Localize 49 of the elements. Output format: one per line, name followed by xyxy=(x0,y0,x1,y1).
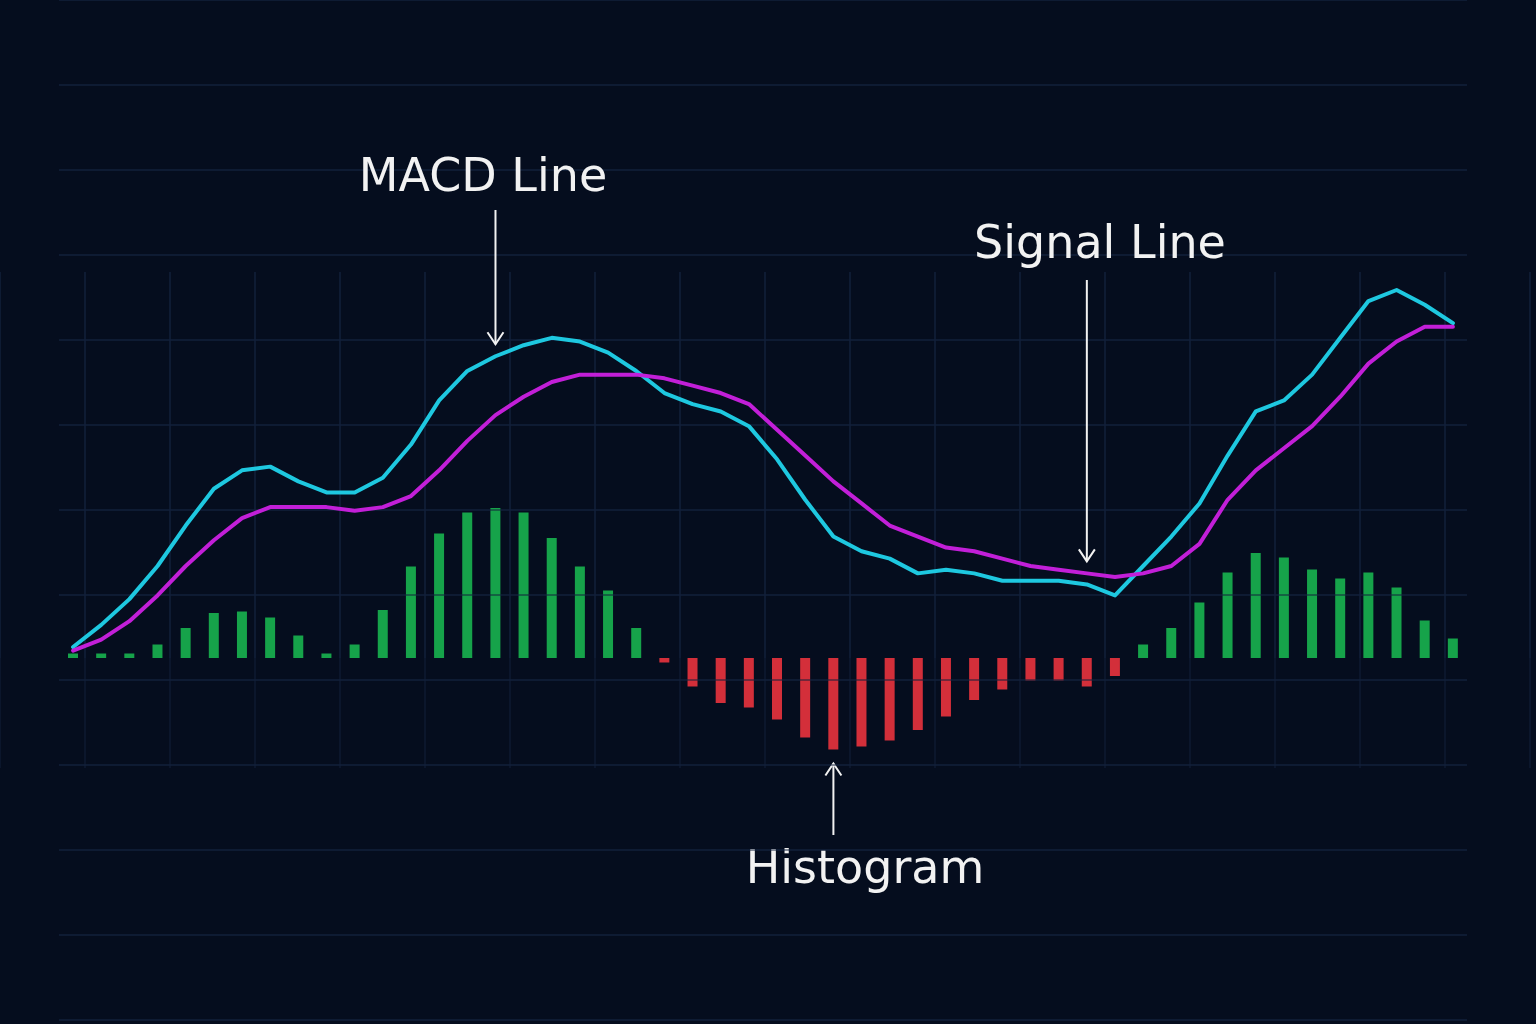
bar xyxy=(1335,578,1346,658)
bar xyxy=(772,658,782,720)
bar xyxy=(152,644,163,658)
bar xyxy=(180,628,191,658)
bar xyxy=(405,566,416,658)
bar xyxy=(1194,602,1205,658)
bar xyxy=(1053,658,1064,681)
bar xyxy=(715,658,726,703)
bar xyxy=(1307,569,1318,658)
bar xyxy=(1222,572,1233,658)
bar xyxy=(490,508,501,658)
bar xyxy=(603,590,614,658)
bar xyxy=(293,635,304,658)
bar xyxy=(462,512,473,658)
text: Signal Line xyxy=(974,214,1226,269)
bar xyxy=(1250,553,1261,658)
bar xyxy=(1278,557,1289,658)
bar xyxy=(940,658,951,717)
bar xyxy=(1419,620,1430,658)
bar xyxy=(434,533,445,658)
text: MACD Line xyxy=(358,147,608,202)
bar xyxy=(1025,658,1036,681)
bar xyxy=(884,658,895,741)
bar xyxy=(800,658,811,738)
bar xyxy=(743,658,754,708)
bar xyxy=(349,644,360,658)
bar xyxy=(631,628,642,658)
bar xyxy=(546,538,557,658)
bar xyxy=(265,617,276,658)
bar xyxy=(912,658,923,730)
bar xyxy=(828,658,839,750)
bar xyxy=(659,658,670,663)
bar xyxy=(518,512,529,658)
bar xyxy=(687,658,698,687)
bar xyxy=(1081,658,1092,687)
bar xyxy=(208,613,219,658)
bar xyxy=(1109,658,1120,676)
bar xyxy=(969,658,980,700)
bar xyxy=(1447,638,1458,658)
bar xyxy=(856,658,867,747)
bar xyxy=(1138,644,1149,658)
bar xyxy=(377,610,388,658)
bar xyxy=(1363,572,1374,658)
bar xyxy=(1391,587,1402,658)
text: Histogram xyxy=(745,839,985,894)
bar xyxy=(1166,628,1177,658)
bar xyxy=(236,611,247,658)
bar xyxy=(574,566,585,658)
bar xyxy=(997,658,1008,690)
